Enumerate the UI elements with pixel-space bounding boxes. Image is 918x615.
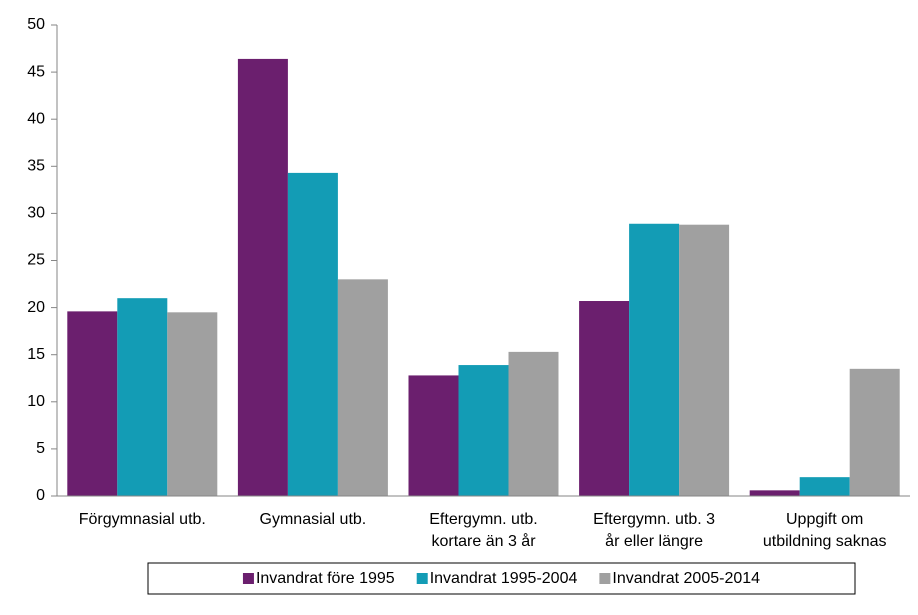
bar [749,490,800,496]
bar [679,224,730,497]
y-tick-label: 40 [27,110,45,127]
bar [167,312,218,496]
legend-label: Invandrat före 1995 [256,570,395,587]
y-tick-label: 25 [27,252,45,269]
bar [117,298,168,496]
bar [408,375,459,496]
legend-swatch [416,573,428,584]
legend-swatch [242,573,254,584]
bar [629,223,680,496]
y-tick-label: 35 [27,158,45,175]
y-tick-label: 30 [27,205,45,222]
x-tick-label: Uppgift om utbildning saknas [762,511,887,550]
x-tick-label: Förgymnasial utb. [78,511,206,528]
bar [237,58,288,497]
y-tick-label: 50 [27,16,45,33]
legend-swatch [599,573,611,584]
y-tick-label: 15 [27,346,45,363]
bar [579,301,630,496]
bar [337,279,388,496]
bar [67,311,118,496]
bar [287,172,338,497]
bar [458,365,509,496]
x-tick-label: Eftergymn. utb. kortare än 3 år [429,511,538,550]
legend-box [147,562,856,595]
legend-label: Invandrat 2005-2014 [612,570,760,587]
y-tick-label: 45 [27,63,45,80]
bar [849,368,900,496]
y-tick-label: 0 [36,487,45,504]
x-tick-label: Gymnasial utb. [259,511,367,528]
x-tick-label: Eftergymn. utb. 3 år eller längre [593,511,716,550]
y-tick-label: 5 [36,440,45,457]
legend-label: Invandrat 1995-2004 [430,570,578,587]
y-tick-label: 20 [27,299,45,316]
y-tick-label: 10 [27,393,45,410]
bar [508,351,559,496]
bar [799,477,850,496]
